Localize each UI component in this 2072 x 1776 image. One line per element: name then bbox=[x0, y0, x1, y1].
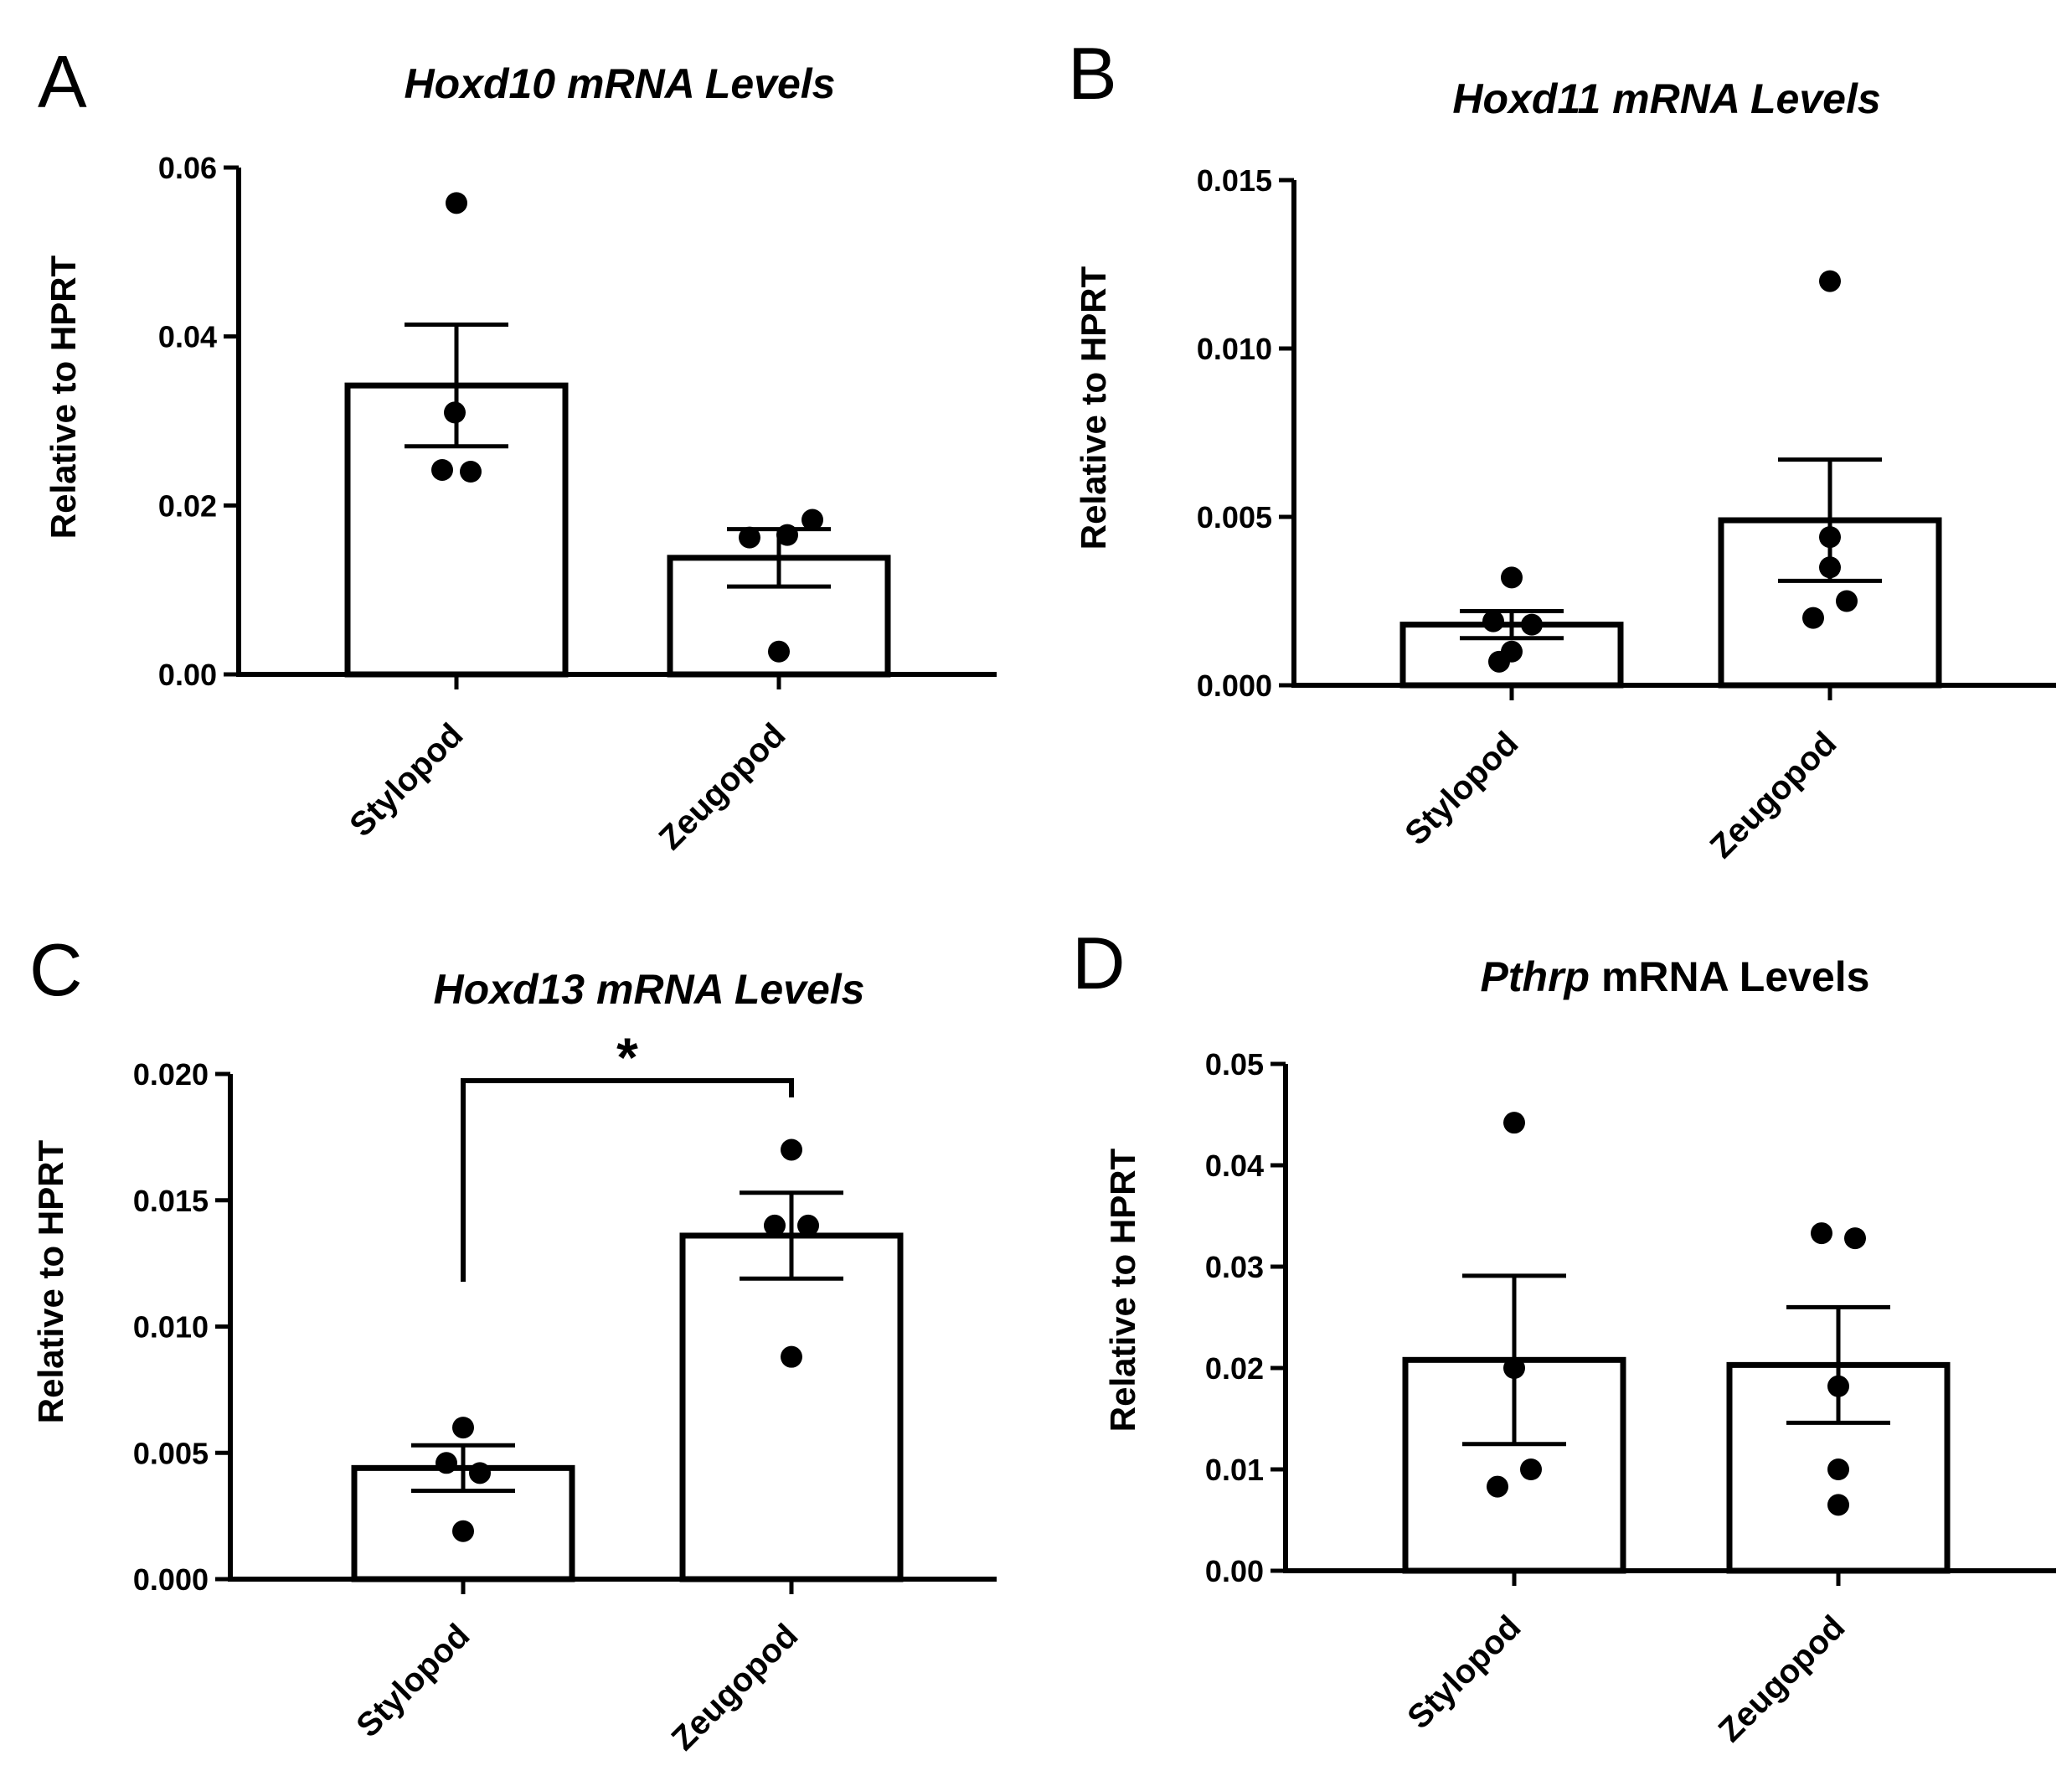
panel-letter-b: B bbox=[1068, 32, 1117, 115]
panel-c-ytick-label: 0.005 bbox=[133, 1436, 209, 1470]
panel-b-ylabel: Relative to HPRT bbox=[1074, 266, 1113, 550]
panel-b-category-label: Stylopod bbox=[1398, 725, 1525, 852]
panel-d-ylabel: Relative to HPRT bbox=[1103, 1148, 1142, 1432]
panel-c-title-italic: Hoxd13 mRNA Levels bbox=[434, 966, 865, 1013]
panel-c-data-point-stylopod bbox=[436, 1452, 457, 1474]
panel-a-data-point-stylopod bbox=[446, 192, 467, 214]
panel-d-data-point-stylopod bbox=[1487, 1475, 1508, 1498]
panel-c-ytick-label: 0.010 bbox=[133, 1310, 209, 1345]
panel-a-data-point-stylopod bbox=[431, 458, 453, 481]
panel-d-data-point-stylopod bbox=[1503, 1112, 1525, 1134]
panel-b-data-point-zeugopod bbox=[1819, 556, 1841, 579]
panel-d-data-point-zeugopod bbox=[1827, 1458, 1849, 1480]
panel-d-data-point-stylopod bbox=[1503, 1357, 1525, 1379]
panel-a-data-point-zeugopod bbox=[801, 509, 823, 531]
panel-c-ytick-label: 0.000 bbox=[133, 1562, 209, 1597]
panel-d-title: Pthrp mRNA Levels bbox=[1481, 953, 1870, 1000]
panel-b-data-point-stylopod bbox=[1488, 650, 1510, 673]
panel-d-category-label: Zeugopod bbox=[1712, 1608, 1853, 1749]
panel-c-data-point-zeugopod bbox=[764, 1214, 786, 1236]
panel-c-category-label: Zeugopod bbox=[665, 1617, 806, 1758]
panel-c-ytick-label: 0.020 bbox=[133, 1057, 209, 1092]
panel-d-data-point-zeugopod bbox=[1811, 1222, 1832, 1245]
panel-c-data-point-stylopod bbox=[469, 1462, 491, 1484]
panel-c-category-label: Stylopod bbox=[349, 1617, 477, 1744]
panel-c-title: Hoxd13 mRNA Levels bbox=[434, 966, 865, 1013]
panel-b-data-point-zeugopod bbox=[1836, 590, 1858, 612]
panel-b-title-italic: Hoxd11 mRNA Levels bbox=[1452, 75, 1880, 122]
panel-letter-c: C bbox=[29, 928, 83, 1011]
panel-c-data-point-stylopod bbox=[452, 1520, 474, 1542]
panel-c-ylabel: Relative to HPRT bbox=[31, 1139, 70, 1423]
panel-b-data-point-zeugopod bbox=[1802, 607, 1824, 629]
panel-b-data-point-zeugopod bbox=[1819, 526, 1841, 549]
panel-c-bar-zeugopod bbox=[679, 1232, 904, 1582]
panel-letter-d: D bbox=[1072, 922, 1126, 1004]
panel-d: D Pthrp mRNA Levels Relative to HPRT 0.0… bbox=[1072, 922, 2056, 1749]
panel-d-title-italic: Pthrp bbox=[1481, 953, 1590, 1000]
panel-d-plot: 0.00 0.01 0.02 0.03 0.04 0.05 Stylopod Zeugopod bbox=[1205, 1047, 2056, 1749]
panel-b-ytick-label: 0.000 bbox=[1197, 669, 1272, 703]
panel-c-data-point-zeugopod bbox=[781, 1138, 802, 1161]
panel-b-plot: 0.000 0.005 0.010 0.015 Stylopod Zeugopod bbox=[1197, 163, 2056, 865]
panel-a-data-point-zeugopod bbox=[739, 526, 760, 549]
panel-a-plot: 0.00 0.02 0.04 0.06 Stylopod Zeugopod bbox=[158, 151, 997, 857]
panel-a-data-point-stylopod bbox=[460, 461, 482, 483]
panel-letter-a: A bbox=[38, 40, 87, 123]
panel-a-ytick-label: 0.06 bbox=[158, 151, 217, 185]
panel-a: A Hoxd10 mRNA Levels Relative to HPRT 0.… bbox=[38, 40, 997, 857]
panel-b-data-point-stylopod bbox=[1482, 610, 1504, 632]
panel-b-title: Hoxd11 mRNA Levels bbox=[1452, 75, 1880, 122]
panel-b-data-point-zeugopod bbox=[1819, 270, 1841, 292]
panel-d-category-label: Stylopod bbox=[1400, 1608, 1528, 1736]
panel-b-data-point-stylopod bbox=[1501, 566, 1523, 589]
panel-c-ytick-label: 0.015 bbox=[133, 1184, 209, 1218]
panel-a-ytick-label: 0.02 bbox=[158, 488, 217, 523]
panel-b-data-point-stylopod bbox=[1521, 613, 1543, 636]
panel-d-ytick-label: 0.01 bbox=[1205, 1453, 1264, 1487]
panel-c-data-point-stylopod bbox=[452, 1417, 474, 1439]
panel-c-data-point-zeugopod bbox=[781, 1345, 802, 1368]
panel-a-title: Hoxd10 mRNA Levels bbox=[405, 60, 836, 107]
panel-d-ytick-label: 0.00 bbox=[1205, 1554, 1264, 1588]
panel-d-ytick-label: 0.04 bbox=[1205, 1149, 1264, 1183]
panel-d-title-rest: mRNA Levels bbox=[1590, 953, 1869, 1000]
panel-c-significance-bracket bbox=[461, 1078, 794, 1282]
panel-b-category-label: Zeugopod bbox=[1703, 725, 1844, 865]
panel-a-ytick-label: 0.00 bbox=[158, 658, 217, 692]
panel-a-category-label: Zeugopod bbox=[652, 716, 793, 857]
panel-a-data-point-zeugopod bbox=[768, 640, 790, 663]
panel-a-data-point-stylopod bbox=[444, 401, 466, 424]
panel-b-ytick-label: 0.010 bbox=[1197, 332, 1272, 366]
panel-c-plot: 0.000 0.005 0.010 0.015 0.020 Stylopod Zeugopo… bbox=[133, 1026, 997, 1758]
panel-d-ytick-label: 0.05 bbox=[1205, 1047, 1264, 1082]
panel-c-data-point-zeugopod bbox=[797, 1214, 819, 1236]
panel-b-ytick-label: 0.005 bbox=[1197, 500, 1272, 534]
panel-d-data-point-zeugopod bbox=[1827, 1494, 1849, 1516]
panel-c: C Hoxd13 mRNA Levels Relative to HPRT 0.… bbox=[29, 928, 997, 1758]
panel-d-data-point-zeugopod bbox=[1827, 1375, 1849, 1397]
panel-a-title-italic: Hoxd10 mRNA Levels bbox=[405, 60, 836, 107]
panel-a-ylabel: Relative to HPRT bbox=[44, 255, 83, 539]
panel-a-category-label: Stylopod bbox=[343, 716, 470, 844]
panel-d-data-point-stylopod bbox=[1520, 1458, 1542, 1480]
panel-b-ytick-label: 0.015 bbox=[1197, 163, 1272, 198]
panel-d-data-point-zeugopod bbox=[1844, 1227, 1866, 1250]
panel-d-ytick-label: 0.02 bbox=[1205, 1351, 1264, 1386]
panel-c-significance-label: * bbox=[616, 1026, 638, 1088]
panel-a-ytick-label: 0.04 bbox=[158, 320, 217, 354]
panel-b: B Hoxd11 mRNA Levels Relative to HPRT 0.… bbox=[1068, 32, 2056, 865]
panel-a-data-point-zeugopod bbox=[776, 524, 798, 546]
panel-d-ytick-label: 0.03 bbox=[1205, 1250, 1264, 1284]
